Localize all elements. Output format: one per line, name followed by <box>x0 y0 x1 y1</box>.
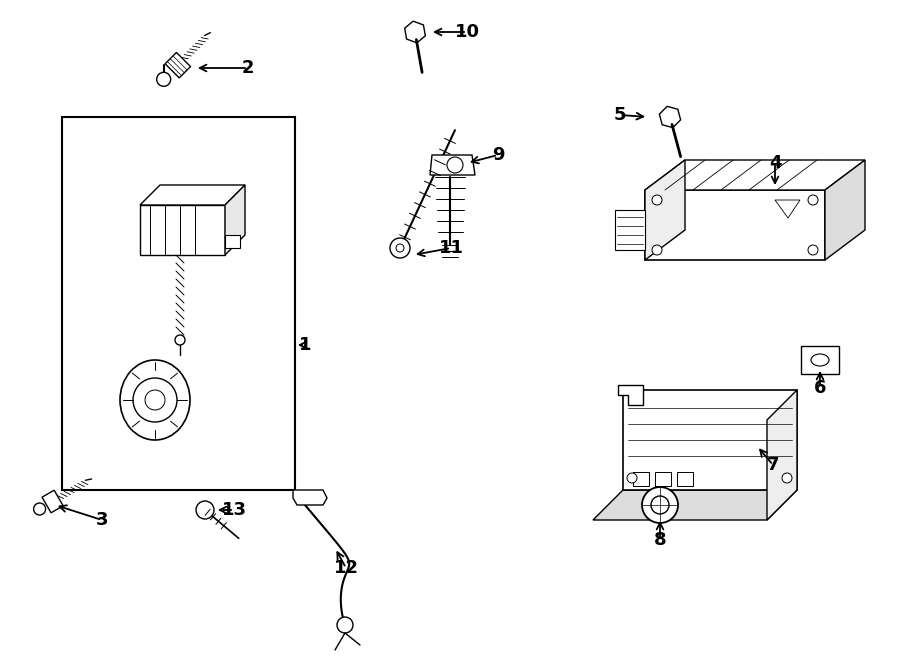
Circle shape <box>808 195 818 205</box>
Text: 3: 3 <box>95 511 108 529</box>
Circle shape <box>651 496 669 514</box>
Text: 2: 2 <box>242 59 254 77</box>
Circle shape <box>808 245 818 255</box>
Polygon shape <box>645 160 865 190</box>
Text: 5: 5 <box>614 106 626 124</box>
Circle shape <box>145 390 165 410</box>
Text: 11: 11 <box>438 239 464 257</box>
Polygon shape <box>293 490 327 505</box>
Circle shape <box>627 473 637 483</box>
Polygon shape <box>225 185 245 255</box>
Circle shape <box>390 238 410 258</box>
Polygon shape <box>593 490 797 520</box>
Circle shape <box>175 335 185 345</box>
Circle shape <box>396 244 404 252</box>
Polygon shape <box>645 160 685 260</box>
Polygon shape <box>623 390 797 490</box>
Circle shape <box>642 487 678 523</box>
Bar <box>677 472 693 486</box>
Circle shape <box>157 72 171 87</box>
Ellipse shape <box>811 354 829 366</box>
Bar <box>633 472 649 486</box>
Polygon shape <box>225 235 240 248</box>
Polygon shape <box>140 185 245 205</box>
Text: 12: 12 <box>334 559 358 577</box>
Ellipse shape <box>120 360 190 440</box>
Polygon shape <box>165 52 191 78</box>
Polygon shape <box>775 200 800 218</box>
Text: 9: 9 <box>491 146 504 164</box>
Text: 13: 13 <box>221 501 247 519</box>
Polygon shape <box>801 346 839 374</box>
Polygon shape <box>405 21 426 43</box>
Bar <box>62 117 295 490</box>
Circle shape <box>337 617 353 633</box>
Polygon shape <box>618 385 643 405</box>
Polygon shape <box>645 190 825 260</box>
Polygon shape <box>42 490 63 513</box>
Bar <box>655 472 671 486</box>
Text: 6: 6 <box>814 379 826 397</box>
Circle shape <box>782 473 792 483</box>
Polygon shape <box>767 390 797 520</box>
Polygon shape <box>615 210 645 250</box>
Polygon shape <box>430 155 475 175</box>
Circle shape <box>33 503 46 515</box>
Circle shape <box>196 501 214 519</box>
Circle shape <box>447 157 463 173</box>
Text: 8: 8 <box>653 531 666 549</box>
Polygon shape <box>660 106 680 128</box>
Text: 4: 4 <box>769 154 781 172</box>
Text: 7: 7 <box>767 456 779 474</box>
Circle shape <box>652 245 662 255</box>
Text: 1: 1 <box>299 336 311 354</box>
Text: 10: 10 <box>454 23 480 41</box>
Polygon shape <box>825 160 865 260</box>
Polygon shape <box>140 205 225 255</box>
Circle shape <box>133 378 177 422</box>
Circle shape <box>652 195 662 205</box>
